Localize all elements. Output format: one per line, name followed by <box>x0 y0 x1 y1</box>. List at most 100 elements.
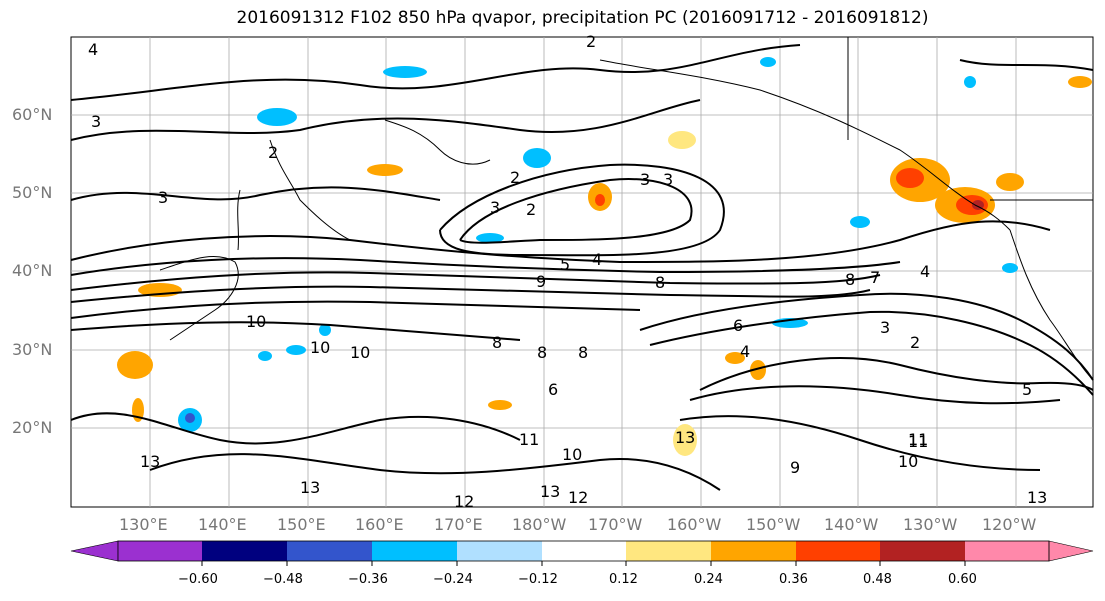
contour-label: 9 <box>536 272 547 291</box>
qvapor-contours <box>70 44 1094 491</box>
contour-label: 10 <box>246 312 267 331</box>
contour-label: 2 <box>910 333 921 352</box>
lon-label-140w: 140°W <box>824 515 879 534</box>
precip-blob <box>476 233 504 243</box>
precip-blob <box>286 345 306 355</box>
contour-label: 3 <box>490 198 501 217</box>
contour-label: 13 <box>140 452 161 471</box>
contour-line <box>689 385 1061 405</box>
colorbar-tick-label: −0.24 <box>433 572 473 587</box>
contour-label: 12 <box>568 488 589 507</box>
coastline-kuril <box>269 139 351 241</box>
contour-label: 3 <box>880 318 891 337</box>
contour-label: 13 <box>300 478 321 497</box>
contour-line <box>70 300 641 319</box>
precip-blob <box>1002 263 1018 273</box>
precip-blob <box>117 351 153 379</box>
contour-line <box>70 186 441 201</box>
contour-line <box>70 285 871 303</box>
precip-blob <box>750 360 766 380</box>
lon-label-150w: 150°W <box>746 515 801 534</box>
contour-label: 8 <box>578 343 589 362</box>
contour-label: 10 <box>350 343 371 362</box>
contour-line <box>699 357 1094 391</box>
contour-label: 13 <box>675 428 696 447</box>
contour-label: 4 <box>592 250 603 269</box>
contour-line <box>149 453 721 491</box>
contour-label: 3 <box>158 188 169 207</box>
contour-line <box>70 412 521 445</box>
lat-label-60n: 60°N <box>12 105 53 124</box>
contour-label: 4 <box>740 342 751 361</box>
precip-blob <box>996 173 1024 191</box>
precip-blob <box>896 168 924 188</box>
lon-label-180w: 180°W <box>512 515 567 534</box>
contour-label: 8 <box>655 273 666 292</box>
colorbar-tick-label: 0.12 <box>609 572 638 587</box>
contour-label: 10 <box>310 338 331 357</box>
precip-blob <box>367 164 403 176</box>
contour-label: 10 <box>898 452 919 471</box>
coastline-kamchatka <box>384 119 491 165</box>
contour-label: 13 <box>540 482 561 501</box>
contour-label: 4 <box>920 262 931 281</box>
colorbar-tick-label: −0.48 <box>263 572 303 587</box>
contour-line <box>459 178 693 244</box>
lon-label-130e: 130°E <box>119 515 168 534</box>
contour-label: 5 <box>1022 380 1033 399</box>
lat-label-40n: 40°N <box>12 261 53 280</box>
contour-line <box>70 44 801 101</box>
contour-label: 8 <box>537 343 548 362</box>
contour-line <box>959 59 1094 71</box>
contour-label: 8 <box>845 270 856 289</box>
coastlines <box>159 37 1094 381</box>
precip-blob <box>964 76 976 88</box>
contour-label: 5 <box>560 255 571 274</box>
colorbar-tick-label: −0.60 <box>178 572 218 587</box>
lon-label-130w: 130°W <box>903 515 958 534</box>
contour-label: 6 <box>733 316 744 335</box>
contour-label: 2 <box>510 168 521 187</box>
lon-label-170w: 170°W <box>588 515 643 534</box>
colorbar-tick-label: 0.36 <box>779 572 808 587</box>
map-frame <box>70 36 1094 508</box>
contour-label: 12 <box>454 492 475 511</box>
coastline-japan <box>159 256 239 341</box>
contour-line <box>70 99 701 141</box>
precip-blob <box>258 351 272 361</box>
lat-label-20n: 20°N <box>12 418 53 437</box>
contour-label: 11 <box>519 430 540 449</box>
contour-line <box>649 310 1094 396</box>
lon-label-160e: 160°E <box>355 515 404 534</box>
contour-label: 4 <box>88 40 99 59</box>
contour-label: 6 <box>548 380 559 399</box>
contour-line <box>679 415 1041 471</box>
precip-blob <box>595 194 605 206</box>
contour-line <box>70 220 1051 264</box>
precip-blob <box>319 324 331 336</box>
lon-label-150e: 150°E <box>277 515 326 534</box>
contour-label: 11 <box>908 432 929 451</box>
contour-line <box>639 292 1094 381</box>
contour-label: 9 <box>790 458 801 477</box>
colorbar-tick-label: 0.60 <box>948 572 977 587</box>
precip-blob <box>725 352 745 364</box>
contour-line <box>70 321 521 341</box>
contour-label: 13 <box>1027 488 1048 507</box>
precip-blob <box>383 66 427 78</box>
lat-label-50n: 50°N <box>12 183 53 202</box>
contour-label: 10 <box>562 445 583 464</box>
colorbar-tick-label: 0.48 <box>863 572 892 587</box>
lat-label-30n: 30°N <box>12 340 53 359</box>
contour-label: 8 <box>492 333 503 352</box>
contour-label: 2 <box>586 32 597 51</box>
precip-blob <box>1068 76 1092 88</box>
colorbar-tick-label: −0.36 <box>348 572 388 587</box>
contour-label: 3 <box>640 170 651 189</box>
precip-blob <box>523 148 551 168</box>
precip-blob <box>668 131 696 149</box>
coastline-sakhalin <box>237 189 241 251</box>
graticule <box>71 37 1093 507</box>
lon-label-170e: 170°E <box>434 515 483 534</box>
